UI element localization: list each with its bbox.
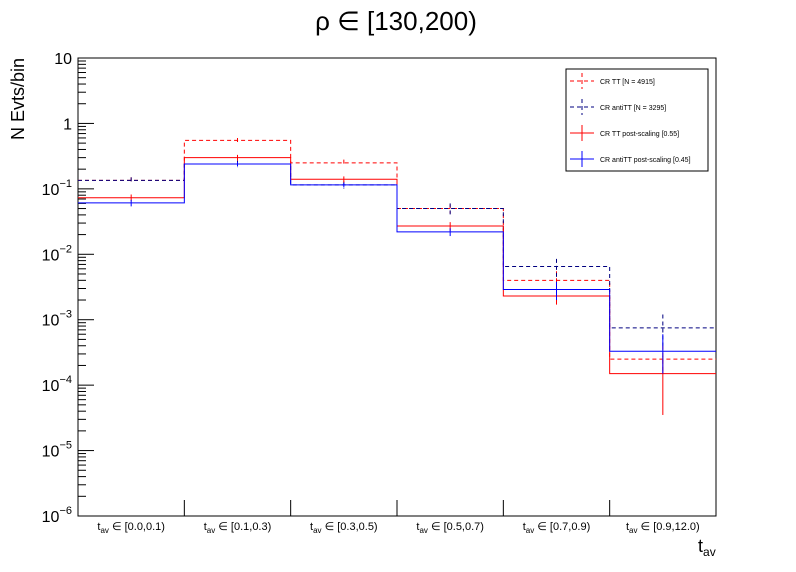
chart-title: ρ ∈ [130,200) (315, 6, 477, 36)
x-axis-label: tav (698, 536, 716, 559)
legend-entry: CR TT post-scaling [0.55] (600, 131, 679, 138)
x-tick-label: tav ∈ [0.7,0.9) (523, 521, 591, 535)
legend-entry: CR antiTT [N = 3295] (600, 105, 666, 112)
legend: CR TT [N = 4915] CR antiTT [N = 3295] CR T… (565, 68, 709, 172)
x-axis-label-sub: av (703, 545, 716, 559)
y-tick-label: 10−1 (42, 178, 72, 199)
y-tick-label: 10−4 (42, 374, 72, 395)
x-tick-label: tav ∈ [0.9,12.0) (626, 521, 700, 535)
series-step-line (78, 163, 716, 352)
legend-entry: CR antiTT post-scaling [0.45] (600, 157, 691, 164)
x-axis-label-main: t (698, 536, 703, 556)
x-tick-label: tav ∈ [0.3,0.5) (310, 521, 378, 535)
y-tick-label: 10−3 (42, 309, 72, 330)
legend-entry: CR TT [N = 4915] (600, 79, 655, 86)
y-tick-label: 10−2 (42, 243, 72, 264)
y-tick-label: 10−5 (42, 440, 72, 461)
series-1 (78, 137, 716, 374)
series-layer (78, 137, 716, 415)
x-tick-label: tav ∈ [0.0,0.1) (97, 521, 165, 535)
series-step-line (78, 139, 716, 360)
y-tick-label: 1 (63, 116, 72, 133)
x-tick-label: tav ∈ [0.5,0.7) (416, 521, 484, 535)
y-tick-label: 10 (54, 51, 72, 68)
y-axis-label: N Evts/bin (8, 58, 28, 140)
legend-box (565, 68, 709, 172)
y-axis: 10 1 10−1 10−2 10−3 10−4 10−5 10−6 (42, 51, 94, 526)
series-4 (78, 161, 716, 374)
x-axis: tav ∈ [0.0,0.1) tav ∈ [0.1,0.3) tav ∈ [0.3… (97, 500, 700, 535)
x-tick-label: tav ∈ [0.1,0.3) (204, 521, 272, 535)
y-tick-label: 10−6 (42, 505, 72, 526)
